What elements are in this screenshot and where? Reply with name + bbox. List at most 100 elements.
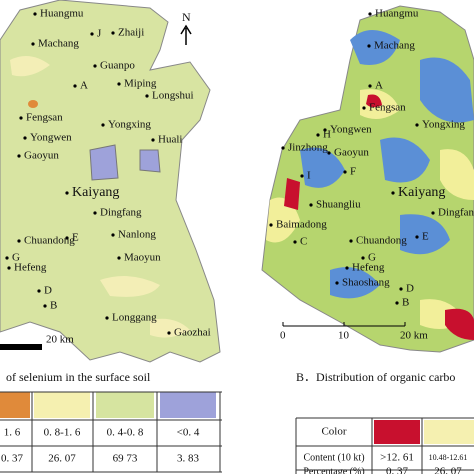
place-label: Shaoshang	[342, 277, 390, 289]
place-dot	[93, 64, 97, 68]
place-label: Fengsan	[26, 112, 63, 124]
content-cell: 0. 4-0. 8	[107, 427, 144, 439]
percentage-cell: 3. 83	[177, 453, 200, 465]
place-dot	[391, 191, 395, 195]
right-caption: B．Distribution of organic carbo	[296, 370, 455, 384]
scale-label: 0	[280, 330, 286, 342]
place-dot	[151, 138, 155, 142]
place-label: Huangmu	[40, 8, 84, 20]
place-dot	[111, 233, 115, 237]
place-dot	[19, 116, 23, 120]
place-label: Chuandong	[356, 235, 407, 247]
place-dot	[415, 123, 419, 127]
place-dot	[167, 331, 171, 335]
place-dot	[5, 256, 9, 260]
content-cell: <0. 4	[177, 427, 200, 439]
place-dot	[43, 304, 47, 308]
place-dot	[316, 133, 320, 137]
place-label: Huangmu	[375, 8, 419, 20]
place-dot	[293, 240, 297, 244]
content-cell: >12. 61	[380, 452, 414, 464]
place-dot	[37, 289, 41, 293]
place-label: E	[72, 232, 79, 244]
place-label: Machang	[38, 38, 79, 50]
row-header: Content (10 kt)	[303, 452, 364, 463]
percentage-cell: 26. 07	[48, 453, 76, 465]
place-label: Longgang	[112, 312, 157, 324]
place-dot	[368, 84, 372, 88]
place-dot	[117, 256, 121, 260]
place-dot	[361, 256, 365, 260]
place-dot	[117, 82, 121, 86]
place-dot	[345, 266, 349, 270]
row-header: Color	[321, 426, 346, 438]
place-label: Gaozhai	[174, 327, 211, 339]
place-dot	[281, 146, 285, 150]
right-map: 0 10 20 km	[261, 5, 474, 353]
place-label: Jinzhong	[288, 142, 328, 154]
left-map: N 20 km	[0, 0, 221, 363]
place-label: Gaoyun	[334, 147, 369, 159]
place-dot	[335, 281, 339, 285]
place-label: Longshui	[152, 90, 194, 102]
place-label: Nanlong	[118, 229, 156, 241]
place-label: F	[350, 166, 356, 178]
left-table	[0, 391, 222, 473]
place-label: Fengsan	[369, 102, 406, 114]
content-cell: 1. 6	[4, 427, 21, 439]
place-label: Baimadong	[276, 219, 327, 231]
place-label: D	[406, 283, 414, 295]
scale-label: 20 km	[400, 330, 428, 342]
place-dot	[343, 170, 347, 174]
row-header: Percentage (%)	[303, 466, 364, 474]
place-label: Yongwen	[330, 124, 372, 136]
scale-label: 10	[338, 330, 350, 342]
place-dot	[323, 128, 327, 132]
place-label: Shuangliu	[316, 199, 361, 211]
place-label: Hefeng	[14, 262, 47, 274]
place-dot	[7, 266, 11, 270]
place-label: Zhaiji	[118, 27, 144, 39]
place-label: A	[375, 80, 383, 92]
place-label: Yongwen	[30, 132, 72, 144]
place-dot	[23, 136, 27, 140]
place-label: H	[323, 129, 331, 141]
place-label: D	[44, 285, 52, 297]
place-dot	[65, 191, 69, 195]
place-dot	[65, 236, 69, 240]
content-cell: 0. 8-1. 6	[44, 427, 81, 439]
place-label: J	[97, 28, 102, 40]
place-dot	[17, 154, 21, 158]
left-caption: of selenium in the surface soil	[6, 370, 151, 384]
place-dot	[145, 94, 149, 98]
place-label: G	[368, 252, 376, 264]
place-label: E	[422, 231, 429, 243]
content-cell: 10.48-12.61	[429, 453, 468, 462]
place-label: Dingfang	[100, 207, 142, 219]
place-label: Yongxing	[108, 119, 151, 131]
place-dot	[73, 84, 77, 88]
place-dot	[415, 235, 419, 239]
place-dot	[105, 316, 109, 320]
place-dot	[309, 203, 313, 207]
place-dot	[395, 301, 399, 305]
place-label: C	[300, 236, 307, 248]
place-label: Kaiyang	[72, 185, 119, 200]
place-label: Hefeng	[352, 262, 385, 274]
place-dot	[17, 239, 21, 243]
place-dot	[349, 239, 353, 243]
percentage-cell: 26. 07	[434, 466, 462, 474]
north-label: N	[182, 10, 191, 24]
place-label: Miping	[124, 78, 157, 90]
place-label: Gaoyun	[24, 150, 59, 162]
place-label: I	[307, 170, 311, 182]
percentage-cell: 69 73	[113, 453, 138, 465]
place-dot	[90, 32, 94, 36]
place-dot	[399, 287, 403, 291]
place-label: B	[50, 300, 57, 312]
place-dot	[101, 123, 105, 127]
place-label: A	[80, 80, 88, 92]
place-dot	[367, 44, 371, 48]
percentage-cell: 0. 37	[386, 466, 409, 474]
